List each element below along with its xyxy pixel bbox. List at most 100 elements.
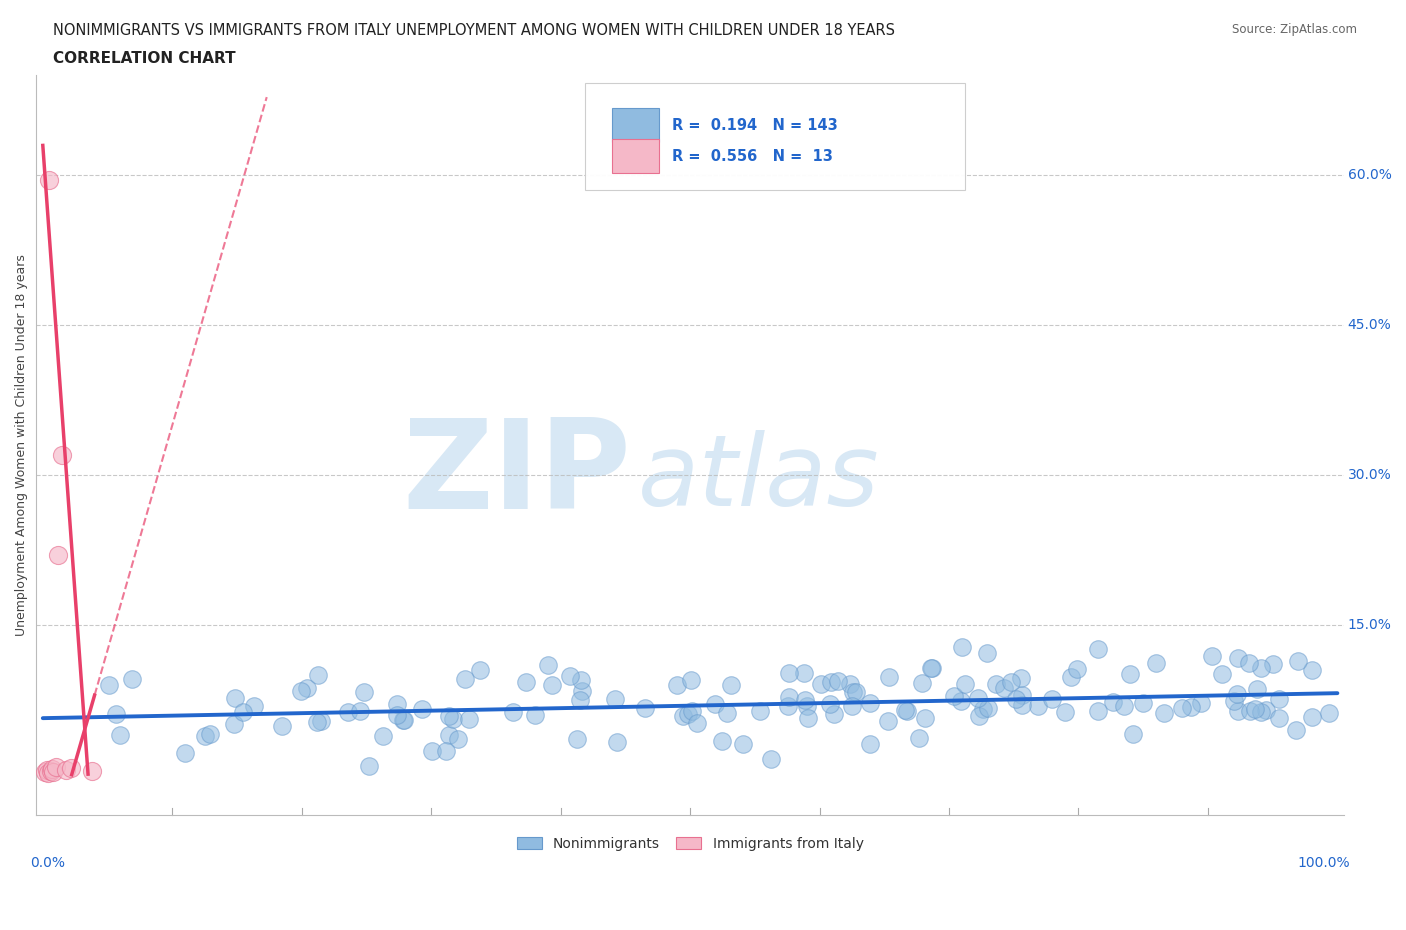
- Text: atlas: atlas: [638, 430, 879, 527]
- Point: [1060, 670, 1083, 684]
- Point: [568, 693, 591, 708]
- FancyBboxPatch shape: [612, 140, 659, 173]
- Point: [876, 713, 898, 728]
- Point: [1040, 692, 1063, 707]
- Point: [441, 711, 464, 726]
- Point: [392, 712, 415, 727]
- Text: ZIP: ZIP: [402, 415, 631, 536]
- Point: [37, 765, 59, 780]
- Point: [357, 758, 380, 773]
- Point: [305, 715, 328, 730]
- Point: [1066, 661, 1088, 676]
- Point: [1317, 706, 1340, 721]
- Text: Source: ZipAtlas.com: Source: ZipAtlas.com: [1232, 23, 1357, 36]
- Point: [1226, 704, 1249, 719]
- Point: [686, 715, 709, 730]
- FancyBboxPatch shape: [612, 108, 659, 142]
- Point: [1261, 657, 1284, 671]
- Point: [942, 689, 965, 704]
- Point: [1268, 711, 1291, 725]
- Point: [468, 662, 491, 677]
- Point: [976, 645, 998, 660]
- Point: [104, 707, 127, 722]
- Point: [385, 708, 408, 723]
- Point: [337, 705, 360, 720]
- Text: 15.0%: 15.0%: [1348, 618, 1392, 632]
- Point: [295, 681, 318, 696]
- Point: [46, 548, 69, 563]
- Point: [1301, 710, 1323, 724]
- Point: [1244, 701, 1267, 716]
- Point: [672, 709, 695, 724]
- Point: [949, 693, 972, 708]
- Point: [536, 658, 558, 672]
- Point: [796, 698, 818, 713]
- Point: [1180, 699, 1202, 714]
- Point: [371, 729, 394, 744]
- Point: [1250, 705, 1272, 720]
- Y-axis label: Unemployment Among Women with Children Under 18 years: Unemployment Among Women with Children U…: [15, 254, 28, 636]
- Point: [1239, 704, 1261, 719]
- Point: [984, 677, 1007, 692]
- Point: [1010, 671, 1032, 686]
- Point: [1189, 696, 1212, 711]
- Point: [42, 764, 65, 779]
- Point: [1246, 682, 1268, 697]
- Point: [45, 760, 67, 775]
- Point: [877, 670, 900, 684]
- Text: 100.0%: 100.0%: [1298, 856, 1350, 870]
- Point: [1227, 650, 1250, 665]
- Point: [1087, 704, 1109, 719]
- Point: [1102, 695, 1125, 710]
- Point: [681, 703, 703, 718]
- Point: [38, 173, 60, 188]
- Legend: Nonimmigrants, Immigrants from Italy: Nonimmigrants, Immigrants from Italy: [512, 831, 869, 857]
- Point: [793, 666, 815, 681]
- Point: [896, 703, 918, 718]
- Point: [39, 764, 62, 778]
- Point: [411, 701, 433, 716]
- Point: [51, 448, 73, 463]
- Point: [502, 705, 524, 720]
- Point: [41, 762, 63, 777]
- Text: NONIMMIGRANTS VS IMMIGRANTS FROM ITALY UNEMPLOYMENT AMONG WOMEN WITH CHILDREN UN: NONIMMIGRANTS VS IMMIGRANTS FROM ITALY U…: [53, 23, 896, 38]
- Point: [921, 660, 943, 675]
- Point: [796, 711, 818, 725]
- Point: [778, 666, 800, 681]
- Point: [1000, 675, 1022, 690]
- Point: [224, 691, 246, 706]
- Point: [859, 737, 882, 751]
- Point: [309, 713, 332, 728]
- Point: [458, 711, 481, 726]
- Point: [1201, 648, 1223, 663]
- Point: [1211, 667, 1233, 682]
- Point: [307, 668, 329, 683]
- Point: [108, 727, 131, 742]
- Text: CORRELATION CHART: CORRELATION CHART: [53, 51, 236, 66]
- Point: [967, 690, 990, 705]
- Point: [720, 678, 742, 693]
- Point: [1223, 694, 1246, 709]
- Point: [841, 698, 863, 713]
- Point: [953, 677, 976, 692]
- Point: [1171, 701, 1194, 716]
- Point: [1250, 660, 1272, 675]
- Point: [759, 751, 782, 766]
- Point: [434, 743, 457, 758]
- Point: [1026, 698, 1049, 713]
- Point: [911, 675, 934, 690]
- Point: [1226, 686, 1249, 701]
- Point: [810, 676, 832, 691]
- Point: [385, 697, 408, 711]
- Point: [571, 684, 593, 698]
- Point: [420, 743, 443, 758]
- Point: [711, 734, 734, 749]
- Text: 60.0%: 60.0%: [1348, 168, 1392, 182]
- Point: [540, 677, 562, 692]
- Point: [952, 640, 974, 655]
- Point: [55, 763, 77, 777]
- Point: [823, 707, 845, 722]
- Point: [1237, 656, 1260, 671]
- Point: [437, 709, 460, 724]
- Point: [820, 674, 842, 689]
